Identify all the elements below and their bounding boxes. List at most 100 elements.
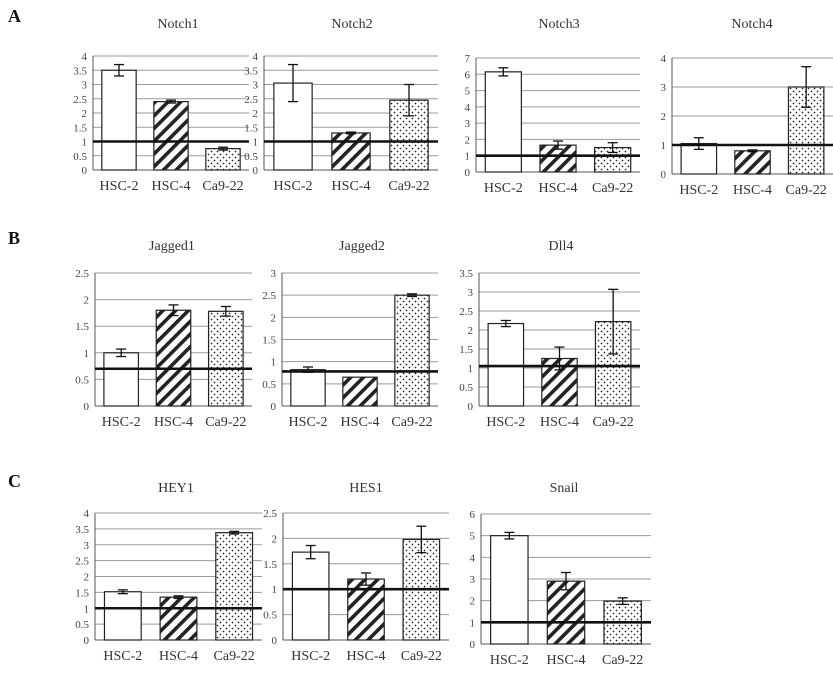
y-tick-label: 0.5 (263, 610, 277, 622)
y-tick-label: 0.5 (75, 619, 89, 631)
y-tick-label: 5 (470, 531, 476, 543)
y-tick-label: 3 (468, 287, 474, 299)
y-tick-label: 0.5 (244, 151, 258, 163)
bar-hsc-4 (159, 596, 198, 641)
bar-hsc-2 (487, 322, 525, 407)
y-tick-label: 1 (271, 357, 277, 369)
x-tick-label: HSC-4 (347, 649, 386, 664)
x-tick-label: HSC-2 (291, 649, 330, 664)
y-tick-label: 2 (253, 108, 259, 120)
x-tick-label: Ca9-22 (592, 181, 633, 196)
panel-label-b: B (8, 228, 20, 248)
y-tick-label: 7 (465, 53, 471, 65)
y-tick-label: 3 (271, 268, 277, 280)
x-tick-label: HSC-4 (539, 181, 578, 196)
bar-ca9-22 (394, 294, 430, 407)
y-tick-label: 3 (82, 80, 88, 92)
y-tick-label: 0 (84, 401, 90, 413)
y-tick-label: 0.5 (459, 382, 473, 394)
y-tick-label: 2 (470, 596, 476, 608)
bar-ca9-22 (389, 99, 429, 171)
y-tick-label: 2 (272, 533, 278, 545)
y-tick-label: 2.5 (263, 508, 277, 520)
chart-hey1: HEY1 0 0.5 1 1.5 2 2.5 3 3.5 4 HSC-2 HSC-4 Ca9-22 (75, 481, 262, 664)
y-tick-label: 0 (271, 401, 277, 413)
x-tick-label: HSC-4 (540, 415, 579, 430)
x-tick-label: HSC-2 (679, 183, 718, 198)
y-tick-label: 2 (271, 312, 277, 324)
y-tick-label: 2.5 (459, 306, 473, 318)
x-tick-label: HSC-4 (547, 653, 586, 668)
y-tick-label: 4 (465, 102, 471, 114)
y-tick-label: 2 (84, 572, 90, 584)
y-tick-label: 1 (253, 137, 259, 149)
bar-hsc-2 (101, 69, 137, 171)
bar-hsc-4 (153, 100, 189, 171)
x-tick-label: Ca9-22 (214, 649, 255, 664)
bar-hsc-2 (103, 352, 140, 407)
y-tick-label: 1.5 (75, 587, 89, 599)
y-tick-label: 2.5 (244, 94, 258, 106)
y-tick-label: 1.5 (262, 335, 276, 347)
y-tick-label: 2 (661, 111, 667, 123)
chart-title: Notch3 (538, 17, 579, 32)
y-tick-label: 2 (465, 134, 471, 146)
bar-hsc-4 (734, 150, 771, 175)
x-tick-label: HSC-2 (103, 649, 142, 664)
y-tick-label: 2.5 (262, 290, 276, 302)
y-tick-label: 1.5 (73, 122, 87, 134)
bar-ca9-22 (215, 532, 254, 641)
bar-hsc-4 (342, 376, 378, 407)
x-tick-label: Ca9-22 (202, 179, 243, 194)
x-tick-label: HSC-2 (100, 179, 139, 194)
y-tick-label: 0 (661, 169, 667, 181)
chart-jagged2: Jagged2 0 0.5 1 1.5 2 2.5 3 HSC-2 HSC-4 Ca9-22 (262, 239, 438, 430)
bar-hsc-2 (103, 591, 142, 641)
y-tick-label: 3.5 (459, 268, 473, 280)
y-tick-label: 1.5 (75, 321, 89, 333)
chart-notch3: Notch3 0 1 2 3 4 5 6 7 HSC-2 HSC-4 Ca9-22 (465, 17, 640, 196)
x-tick-label: HSC-4 (332, 179, 371, 194)
y-tick-label: 0 (468, 401, 474, 413)
y-tick-label: 0.5 (262, 379, 276, 391)
y-tick-label: 2.5 (75, 268, 89, 280)
y-tick-label: 3 (84, 540, 90, 552)
x-tick-label: Ca9-22 (205, 415, 246, 430)
y-tick-label: 0 (253, 165, 259, 177)
x-tick-label: HSC-4 (154, 415, 193, 430)
bar-hsc-2 (291, 551, 330, 641)
chart-title: Notch1 (157, 17, 198, 32)
y-tick-label: 0 (272, 635, 278, 647)
y-tick-label: 1.5 (263, 559, 277, 571)
chart-notch4: Notch4 0 1 2 3 4 HSC-2 HSC-4 Ca9-22 (661, 17, 833, 198)
x-tick-label: Ca9-22 (786, 183, 827, 198)
x-tick-label: HSC-2 (486, 415, 525, 430)
y-tick-label: 4 (661, 53, 667, 65)
y-tick-label: 2.5 (75, 556, 89, 568)
bar-hsc-4 (155, 309, 192, 407)
x-tick-label: Ca9-22 (388, 179, 429, 194)
chart-title: Jagged1 (149, 239, 195, 254)
panel-label-a: A (8, 6, 21, 26)
x-tick-label: Ca9-22 (391, 415, 432, 430)
y-tick-label: 4 (470, 552, 476, 564)
x-tick-label: Ca9-22 (602, 653, 643, 668)
y-tick-label: 0 (84, 635, 90, 647)
y-tick-label: 0 (470, 639, 476, 651)
charts: Notch1 0 0.5 1 1.5 2 2.5 3 3.5 4 HSC-2 HSC-4 Ca9-22 N… (73, 17, 833, 668)
chart-notch1: Notch1 0 0.5 1 1.5 2 2.5 3 3.5 4 HSC-2 HSC-4 Ca9-22 (73, 17, 249, 194)
y-tick-label: 4 (84, 508, 90, 520)
chart-jagged1: Jagged1 0 0.5 1 1.5 2 2.5 HSC-2 HSC-4 Ca9-22 (75, 239, 252, 430)
y-tick-label: 3 (465, 118, 471, 130)
y-tick-label: 4 (253, 51, 259, 63)
y-tick-label: 3.5 (73, 65, 87, 77)
x-tick-label: HSC-2 (484, 181, 523, 196)
chart-title: Snail (550, 481, 579, 496)
y-tick-label: 3.5 (244, 65, 258, 77)
bar-hsc-4 (546, 580, 586, 645)
y-tick-label: 1 (465, 151, 471, 163)
y-tick-label: 1.5 (459, 344, 473, 356)
chart-title: HEY1 (158, 481, 194, 496)
y-tick-label: 0.5 (73, 151, 87, 163)
